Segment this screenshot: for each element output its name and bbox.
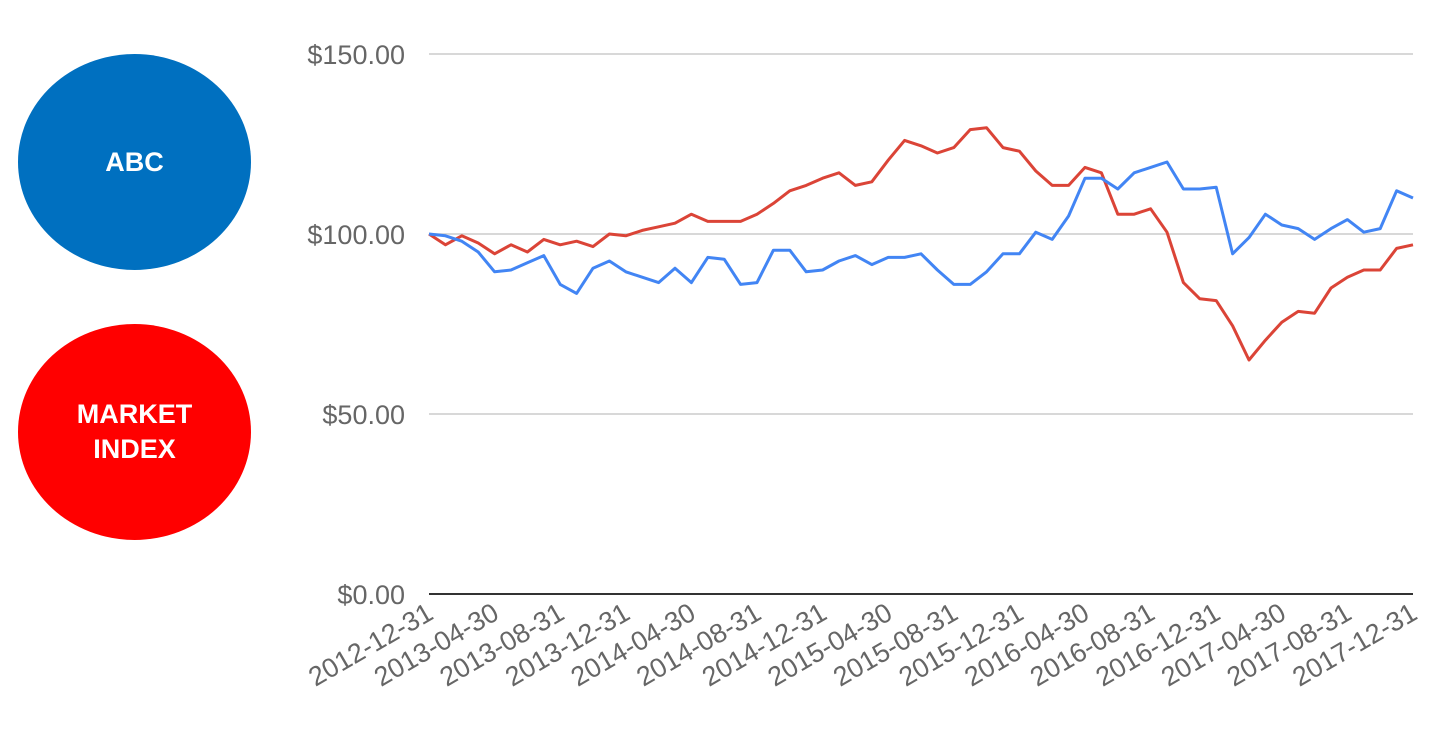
series-line-abc — [428, 160, 1414, 295]
legend-label-abc: ABC — [105, 146, 164, 177]
legend-item-market-index: MARKET INDEX — [18, 324, 251, 540]
gridlines — [429, 53, 1413, 595]
x-axis-ticks: 2012-12-312013-04-302013-08-312013-12-31… — [303, 597, 1422, 692]
y-tick-label: $0.00 — [337, 580, 405, 610]
y-tick-label: $50.00 — [322, 400, 405, 430]
legend-label-market-index: MARKET INDEX — [76, 399, 193, 464]
series-lines — [428, 126, 1414, 362]
y-axis-ticks: $0.00 $50.00 $100.00 $150.00 — [307, 40, 405, 610]
series-line-market-index — [428, 126, 1414, 362]
y-tick-label: $100.00 — [307, 220, 405, 250]
legend-item-abc: ABC — [18, 54, 251, 270]
y-tick-label: $150.00 — [307, 40, 405, 70]
